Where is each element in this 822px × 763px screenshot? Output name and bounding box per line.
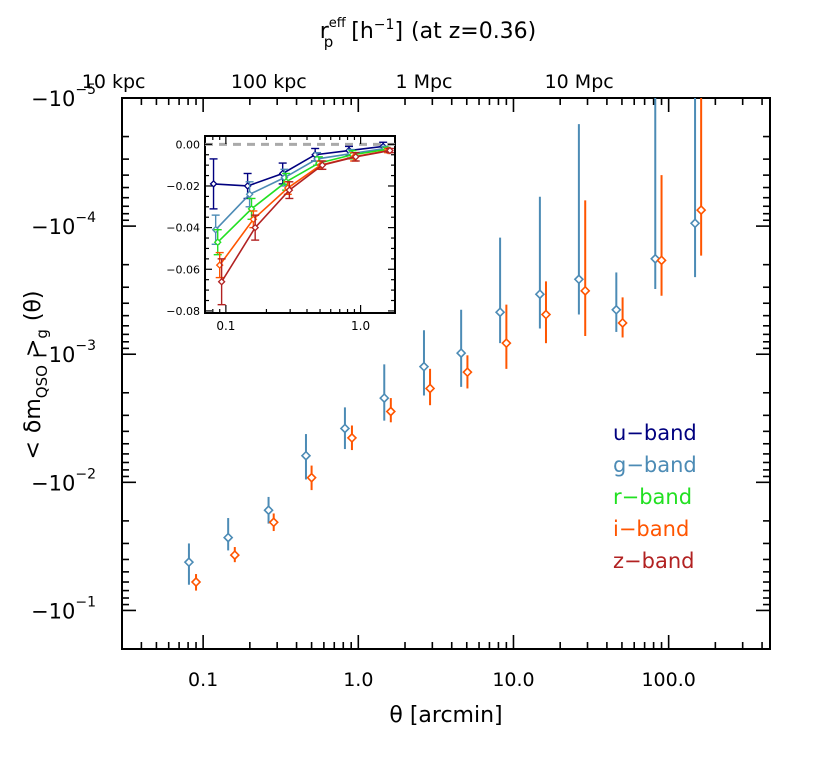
data-point	[339, 423, 351, 434]
data-point	[611, 304, 622, 315]
inset-y-tick-label: 0.00	[176, 138, 201, 151]
y-axis-label-sub: QSO	[33, 365, 51, 398]
series-i−band	[190, 98, 707, 591]
legend-entry: g−band	[613, 453, 697, 477]
inset-data-point	[217, 277, 226, 286]
y-axis-label-open: <	[21, 441, 46, 459]
top-axis-label: reff p [h−1] (at z=0.36)	[320, 16, 537, 51]
legend-entry: z−band	[613, 549, 694, 573]
inset-line	[219, 149, 389, 266]
y-tick-label: −10−2	[31, 466, 96, 495]
y-tick-label: −10−3	[31, 338, 96, 367]
data-point	[306, 472, 317, 483]
data-point	[656, 255, 667, 266]
data-point	[462, 367, 473, 378]
data-point	[229, 549, 240, 561]
inset-y-tick-label: −0.04	[166, 222, 200, 235]
inset-data-point	[318, 161, 327, 170]
inset-data-point	[251, 223, 260, 232]
data-point	[689, 218, 701, 229]
data-point	[190, 576, 202, 588]
y-axis-label-sub2: g	[33, 329, 51, 339]
top-axis-tick-labels: 10 kpc 100 kpc 1 Mpc 10 Mpc	[82, 71, 614, 93]
data-point	[300, 450, 312, 461]
data-point	[540, 309, 552, 320]
top-axis-label-unit-exp: −1	[374, 17, 395, 33]
inset-data-point	[385, 146, 394, 155]
x-axis-tick-labels: 0.1 1.0 10.0 100.0	[188, 669, 696, 691]
data-point	[268, 517, 279, 528]
data-point	[263, 505, 274, 516]
top-axis-label-sub: p	[324, 33, 334, 51]
legend: u−band g−band r−band i−band z−band	[613, 421, 697, 573]
inset-content: 0.1 1.0 0.00 −0.02 −0.04 −0.06 −0.08	[166, 136, 395, 333]
data-point	[183, 557, 195, 568]
data-point	[385, 406, 396, 417]
plot-frame	[121, 97, 771, 650]
data-point	[534, 289, 546, 300]
legend-entry: i−band	[613, 517, 689, 541]
inset-series-g−band	[211, 144, 389, 245]
data-point	[424, 383, 436, 394]
data-point	[223, 532, 234, 543]
y-axis-label-delta: δm	[21, 398, 46, 433]
inset-data-point	[209, 179, 218, 188]
inset-y-tick-label: −0.02	[166, 180, 200, 193]
x-axis-label: θ [arcmin]	[389, 703, 502, 728]
top-axis-label-r: r	[320, 19, 330, 44]
top-axis-label-sup: eff	[329, 16, 347, 31]
data-point	[456, 347, 467, 359]
legend-entry: u−band	[613, 421, 697, 445]
y-tick-label: −10−1	[31, 594, 96, 623]
y-tick-label: −10−4	[31, 210, 96, 239]
top-axis-label-note: (at z=0.36)	[411, 19, 536, 44]
inset-frame	[204, 135, 396, 314]
x-tick-label: 100.0	[641, 669, 695, 691]
inset-data-point	[351, 152, 360, 161]
inset-series-z−band	[217, 146, 394, 306]
top-axis-label-unit: [h	[351, 19, 374, 44]
x-tick-label: 10.0	[492, 669, 534, 691]
main-axis-ticks	[121, 97, 770, 650]
data-point	[346, 432, 358, 444]
top-tick-label: 1 Mpc	[395, 71, 452, 93]
x-tick-label: 0.1	[188, 669, 218, 691]
data-point	[696, 204, 707, 216]
data-point	[501, 338, 512, 349]
top-tick-label: 100 kpc	[231, 71, 307, 93]
top-tick-label: 10 Mpc	[545, 71, 614, 93]
inset-line	[217, 148, 387, 243]
y-tick-label: −10−5	[31, 82, 96, 111]
y-axis-label: < δmQSO >g (θ)	[21, 290, 51, 459]
x-tick-label: 1.0	[343, 669, 373, 691]
data-point	[379, 392, 390, 404]
inset-y-tick-label: −0.08	[166, 305, 200, 318]
data-point	[418, 361, 430, 372]
legend-entry: r−band	[613, 485, 692, 509]
inset-x-tick-label: 1.0	[351, 319, 370, 333]
data-point	[573, 274, 585, 285]
top-axis-label-unit-close: ]	[394, 19, 403, 44]
y-axis-label-close: >	[21, 339, 46, 357]
inset-line	[220, 149, 391, 283]
data-point	[494, 307, 506, 318]
inset-data-point	[213, 238, 222, 247]
y-axis-label-arg: (θ)	[21, 290, 46, 321]
y-axis-tick-labels: −10−5 −10−4 −10−3 −10−2 −10−1	[31, 82, 96, 623]
inset-y-tick-label: −0.06	[166, 263, 200, 276]
inset-x-tick-label: 0.1	[216, 319, 235, 333]
series-g−band	[183, 98, 701, 585]
main-series	[183, 98, 707, 591]
data-point	[580, 285, 591, 296]
data-point	[617, 317, 628, 329]
inset-data-point	[285, 186, 294, 195]
inset-data-point	[245, 190, 254, 199]
top-tick-label: 10 kpc	[82, 71, 146, 93]
